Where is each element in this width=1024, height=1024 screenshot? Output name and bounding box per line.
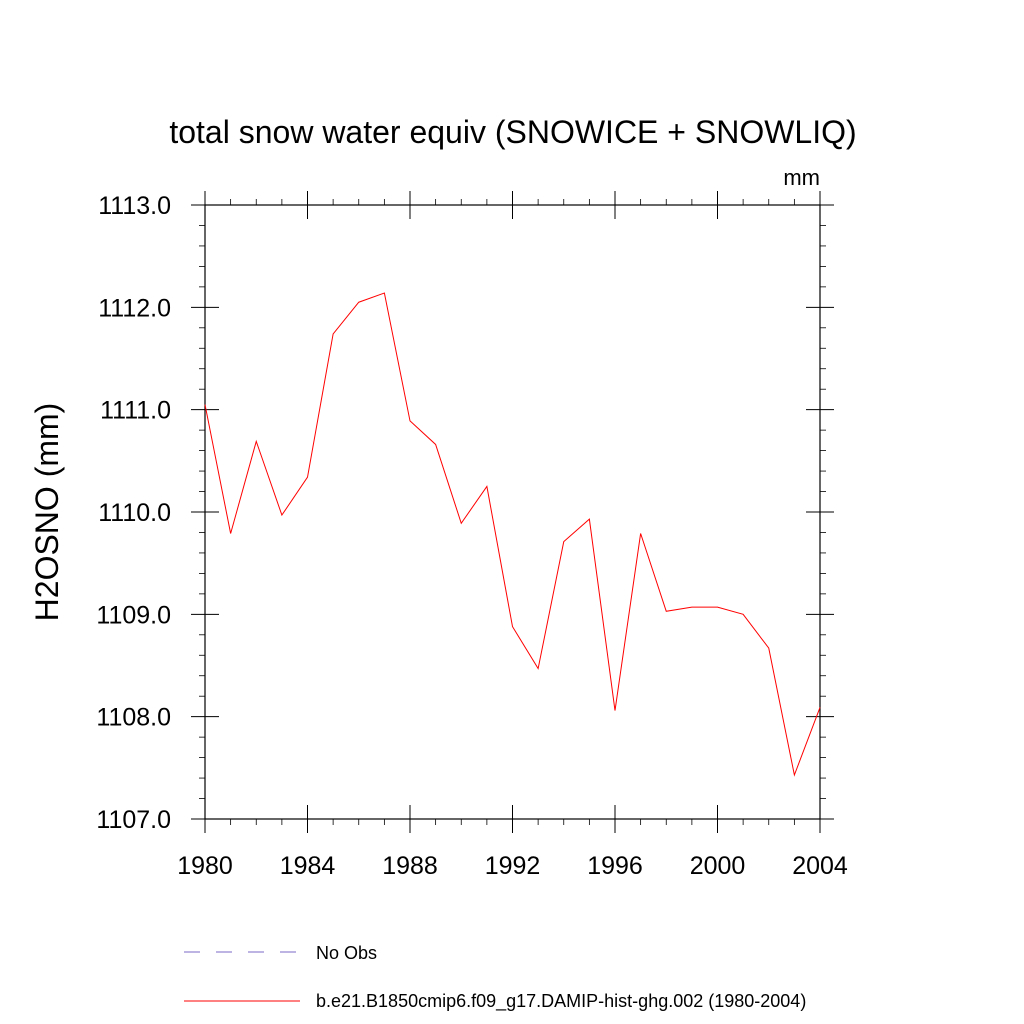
legend-label-no-obs: No Obs [316,943,377,963]
legend-label-model: b.e21.B1850cmip6.f09_g17.DAMIP-hist-ghg.… [316,991,806,1012]
y-tick-label: 1113.0 [98,192,171,220]
x-tick-label: 1996 [587,852,643,880]
x-tick-label: 1980 [177,852,233,880]
plot-frame [204,204,821,820]
x-tick-label: 2000 [690,852,746,880]
series-line-1 [204,292,821,777]
y-tick-label: 1108.0 [96,704,171,732]
minor-ticks [199,199,826,825]
y-tick-label: 1111.0 [100,397,171,425]
y-tick-label: 1107.0 [96,806,171,834]
x-tick-labels: 1980 1984 1988 1992 1996 2000 2004 [177,852,848,880]
chart-title: total snow water equiv (SNOWICE + SNOWLI… [169,114,856,150]
x-tick-label: 2004 [792,852,848,880]
y-tick-label: 1112.0 [98,294,171,322]
y-tick-labels: 1107.0 1108.0 1109.0 1110.0 1111.0 1112.0 1113… [96,192,171,834]
major-ticks [191,191,834,833]
x-tick-label: 1984 [280,852,336,880]
y-tick-label: 1110.0 [98,499,171,527]
y-axis-label: H2OSNO (mm) [29,403,65,622]
y-tick-label: 1109.0 [96,601,171,629]
legend: No Obs b.e21.B1850cmip6.f09_g17.DAMIP-hi… [184,943,806,1012]
x-tick-label: 1992 [485,852,541,880]
series-layer [204,292,821,777]
units-label: mm [783,165,820,190]
x-tick-label: 1988 [382,852,438,880]
